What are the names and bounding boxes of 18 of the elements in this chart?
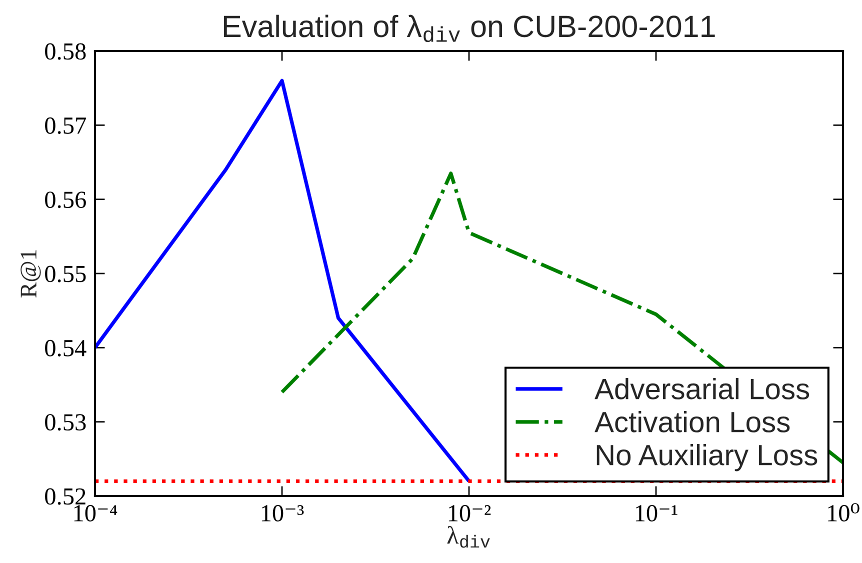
y-axis-title: R@1: [20, 250, 41, 298]
x-tick-label: 10⁻²: [448, 505, 491, 522]
y-tick-label: 0.52: [45, 488, 86, 505]
legend-label: Adversarial Loss: [594, 378, 810, 400]
chart-title: Evaluation of λ$_{div}$ on CUB-200-2011: [224, 14, 715, 42]
x-tick-label: 10⁻¹: [636, 505, 678, 522]
legend-label: No Auxiliary Loss: [596, 444, 818, 472]
y-tick-label: 0.57: [45, 117, 86, 134]
y-tick-label: 0.56: [45, 192, 86, 208]
y-tick-label: 0.54: [45, 340, 86, 356]
x-tick-label: 10⁰: [828, 503, 860, 522]
legend-label: Activation Loss: [594, 410, 790, 432]
x-axis-title: λ$_{div}$: [447, 526, 490, 548]
y-tick-label: 0.55: [45, 266, 86, 282]
x-tick-label: 10⁻⁴: [74, 505, 118, 522]
y-tick-label: 0.58: [45, 43, 86, 60]
x-tick-label: 10⁻³: [262, 505, 304, 522]
y-tick-label: 0.53: [45, 414, 86, 431]
